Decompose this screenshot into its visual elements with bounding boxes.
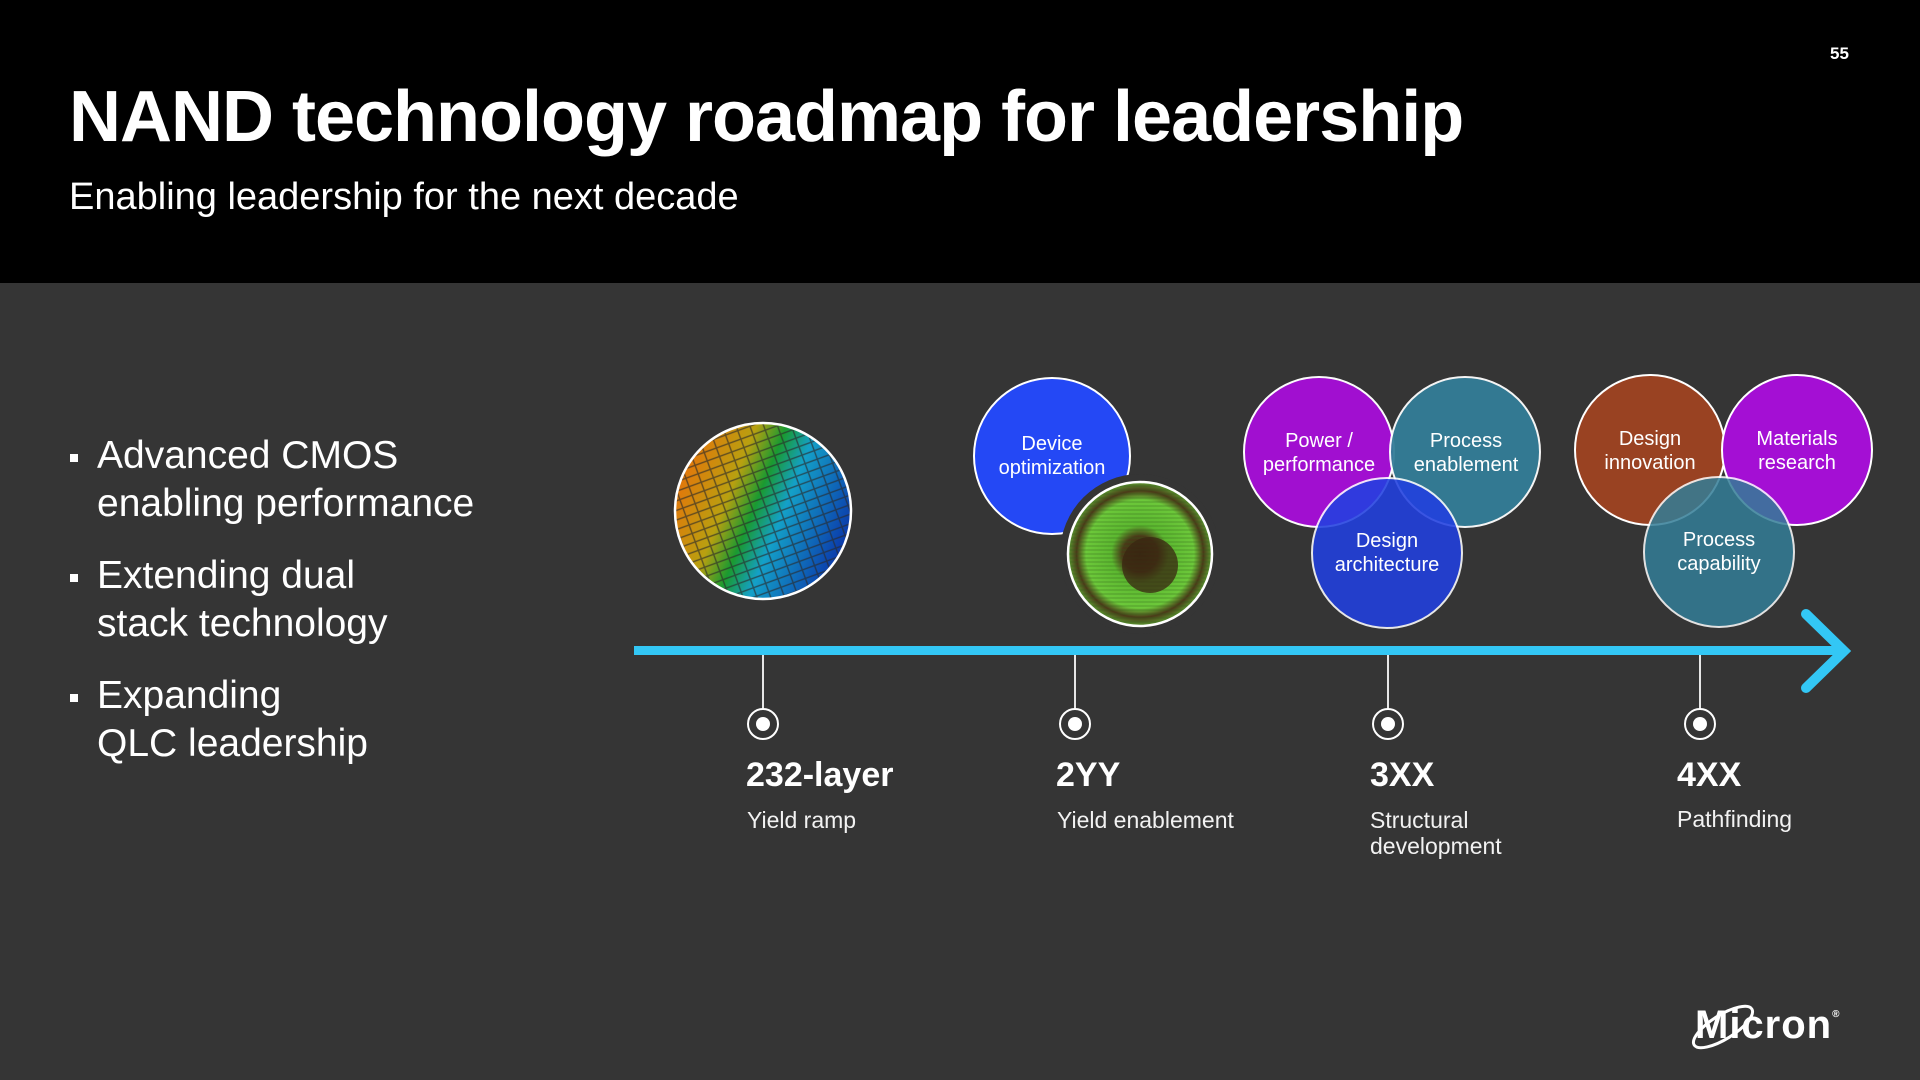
micron-logo: Micron® [1695,1003,1841,1048]
process-capability-label: Process capability [1677,528,1760,576]
label-line: performance [1262,454,1376,476]
milestone-title-2yy: 2YY [1056,756,1121,794]
design-innovation-label: Design innovation [1604,427,1695,475]
bullet-list: Advanced CMOS enabling performance Exten… [68,432,588,792]
label-line: Device [1021,433,1083,455]
label-line: Design [1618,428,1682,450]
bullet-line: Expanding [97,674,282,717]
label-line: research [1758,452,1836,474]
timeline-arrow [634,609,1852,693]
milestone-title-232-layer: 232-layer [746,756,894,794]
label-line: Power / [1285,430,1353,452]
bullet-line: Advanced CMOS [97,434,399,477]
milestone-subtitle: development [1370,833,1502,859]
bullet-square-icon [70,574,78,582]
micron-logo-swoosh-icon [1691,1004,1755,1050]
header-band: NAND technology roadmap for leadership E… [0,0,1920,283]
label-line: capability [1677,553,1761,575]
milestone-marker-2 [1059,655,1091,740]
label-line: Process [1682,529,1756,551]
bullet-line: QLC leadership [97,722,368,765]
logo-text: Micron [1695,1003,1833,1047]
bullet-square-icon [70,454,78,462]
materials-research-label: Materials research [1756,427,1837,475]
venn-cluster-4xx [1574,374,1873,628]
label-line: architecture [1334,554,1440,576]
milestone-marker-1 [747,655,779,740]
milestone-subtitle: Yield enablement [1057,807,1234,833]
bullet-item: Expanding QLC leadership [68,672,588,768]
milestone-title-3xx: 3XX [1370,756,1435,794]
milestone-marker-4 [1684,655,1716,740]
milestone-subtitle: Structural [1370,807,1469,833]
device-optimization-label: Device optimization [999,432,1106,480]
bullet-item: Extending dual stack technology [68,552,588,648]
page-number: 55 [1830,44,1849,63]
milestone-subtitle: Pathfinding [1677,806,1793,832]
bullet-line: enabling performance [97,482,475,525]
bullet-line: stack technology [97,602,388,645]
label-line: Process [1429,430,1503,452]
design-architecture-label: Design architecture [1335,529,1440,577]
slide-subtitle: Enabling leadership for the next decade [69,176,739,218]
wafer-image [673,421,853,601]
bullet-square-icon [70,694,78,702]
milestone-title-4xx: 4XX [1677,756,1742,794]
label-line: innovation [1604,452,1696,474]
bullet-item: Advanced CMOS enabling performance [68,432,588,528]
label-line: Materials [1756,428,1838,450]
defect-photo-image [1060,474,1220,634]
process-enablement-label: Process enablement [1414,429,1519,477]
label-line: enablement [1413,454,1519,476]
venn-cluster-3xx [1243,376,1541,629]
milestone-subtitle: Yield ramp [747,807,857,833]
label-line: Design [1355,530,1419,552]
milestone-marker-3 [1372,655,1404,740]
label-line: optimization [998,457,1106,479]
power-performance-label: Power / performance [1263,429,1375,477]
bullet-line: Extending dual [97,554,356,597]
slide-title: NAND technology roadmap for leadership [69,77,1464,157]
registered-mark: ® [1832,1009,1841,1020]
